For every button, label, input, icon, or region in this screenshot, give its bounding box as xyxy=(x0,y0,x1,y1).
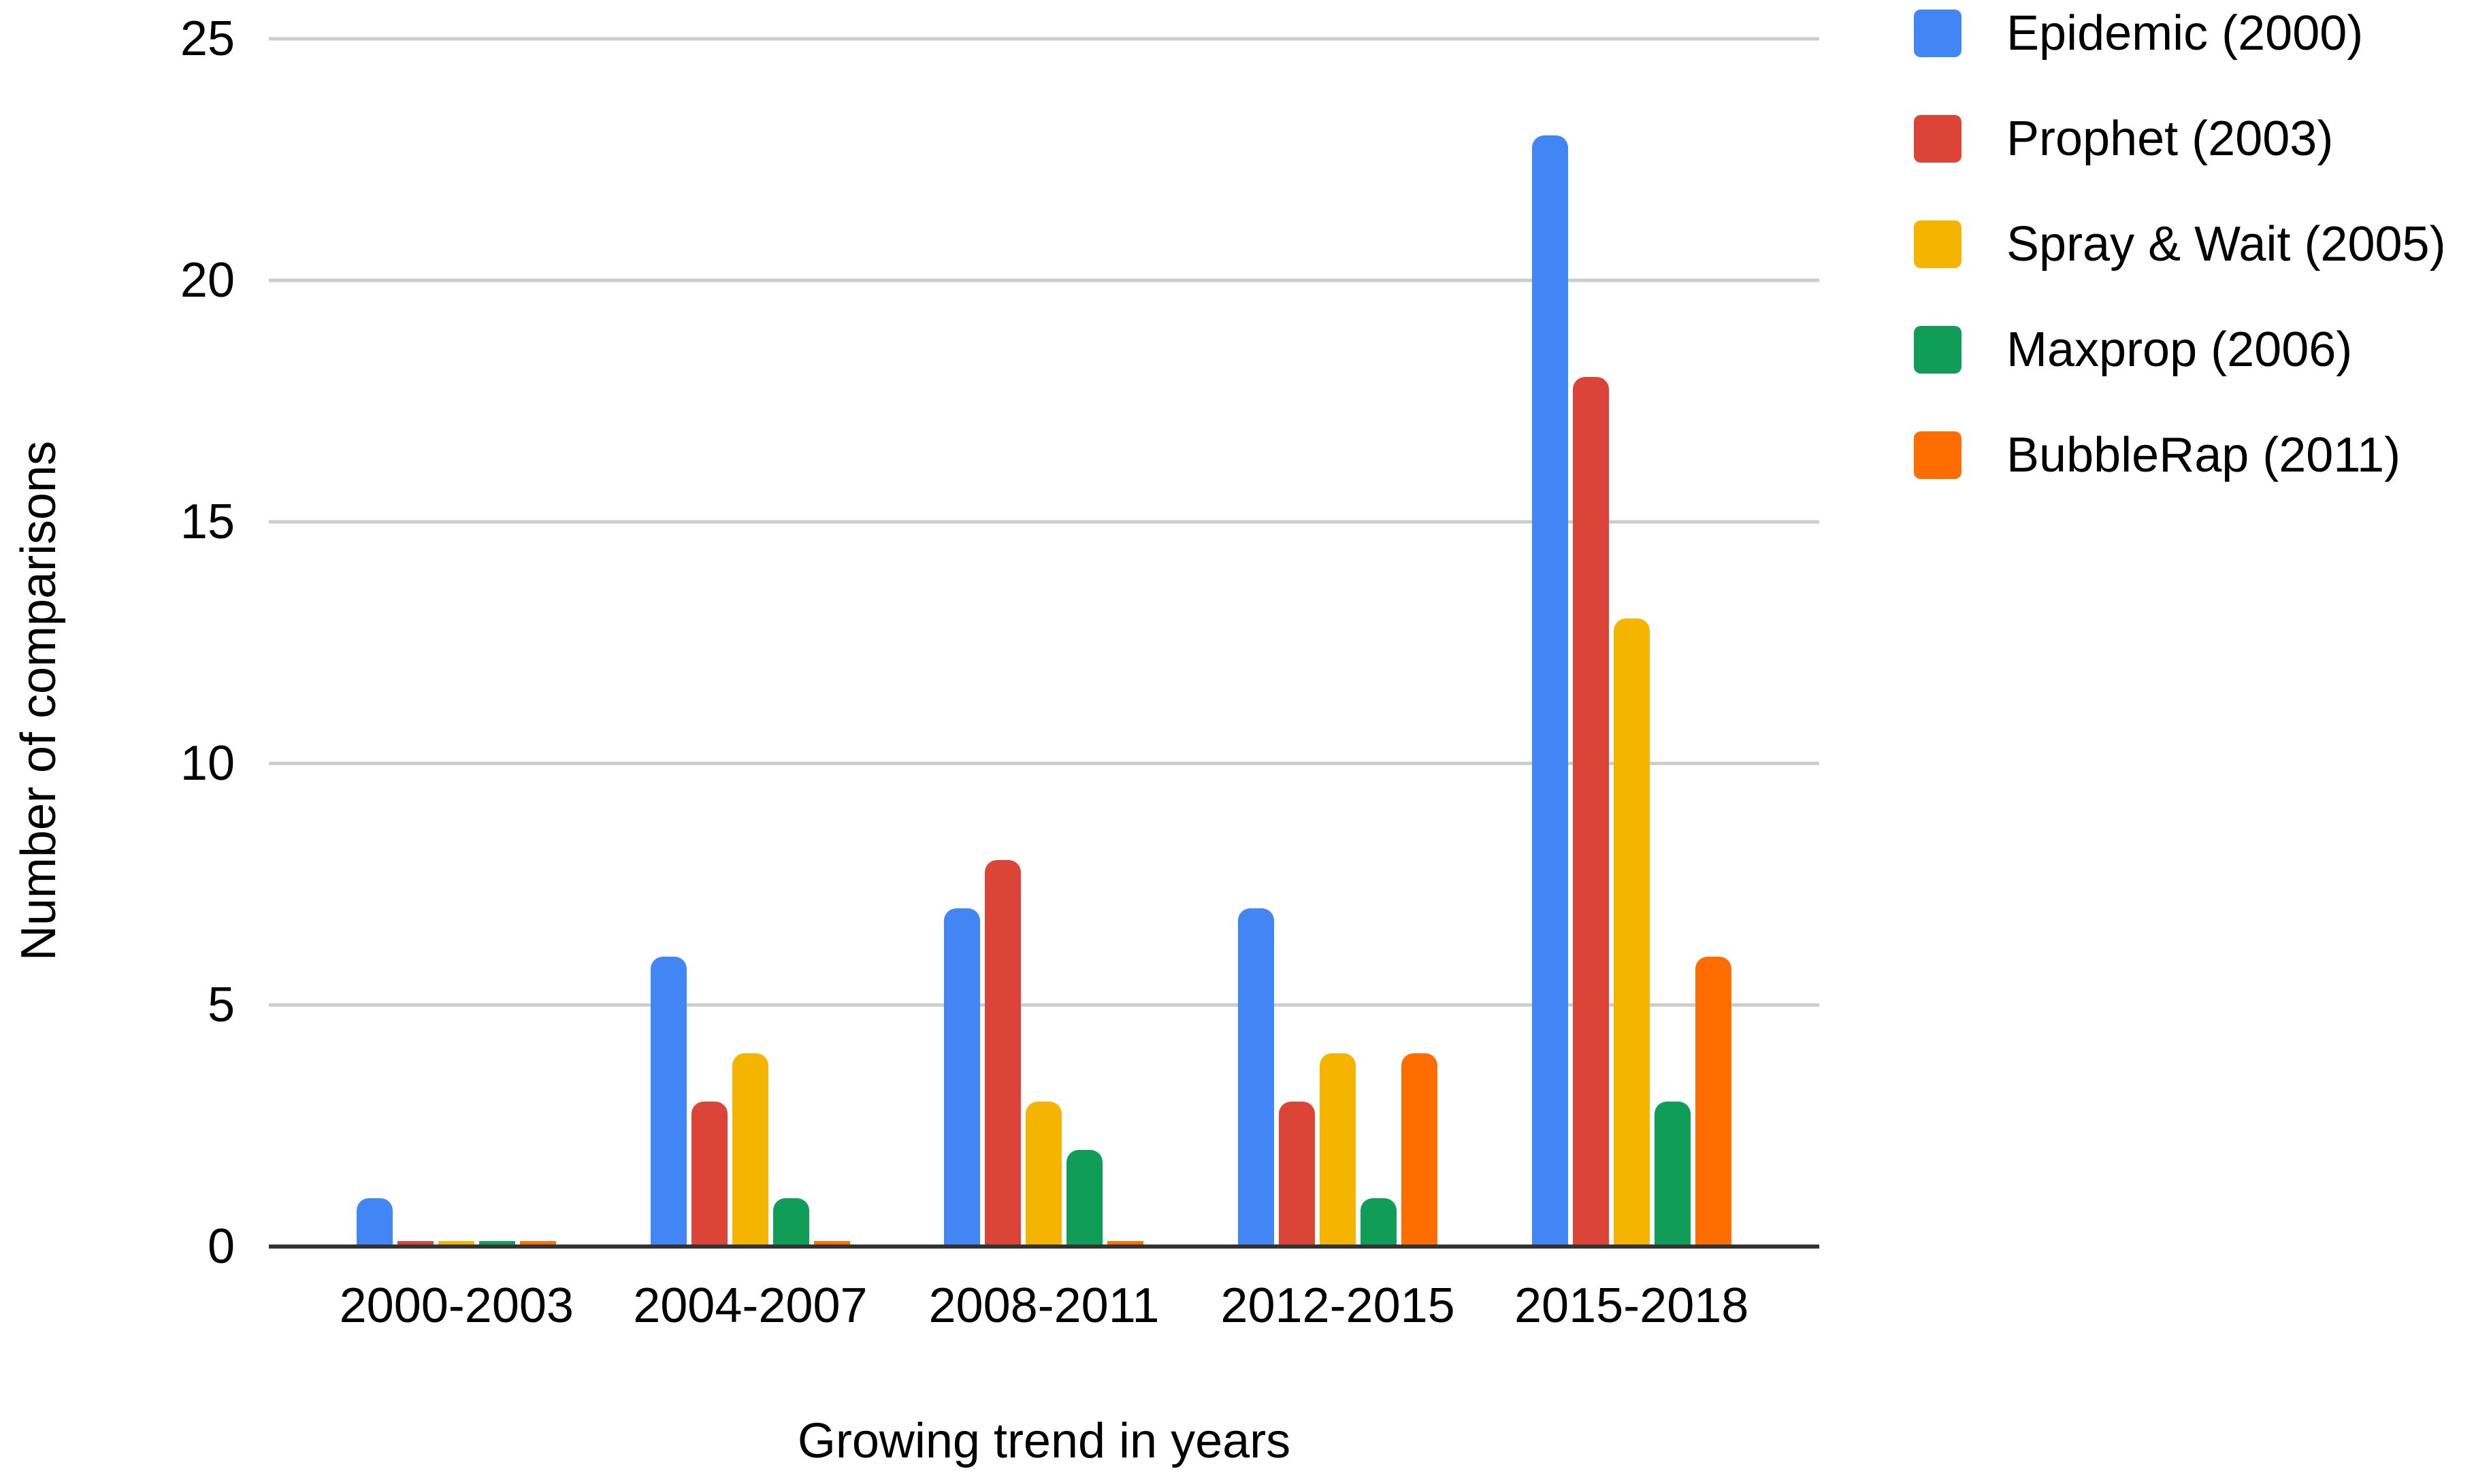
x-tick-label: 2000-2003 xyxy=(339,1279,574,1333)
legend-swatch-icon xyxy=(1914,326,1961,374)
legend-item: BubbleRap (2011) xyxy=(1914,428,2446,482)
bar xyxy=(650,957,687,1247)
y-tick-label: 0 xyxy=(207,1219,235,1274)
gridline xyxy=(269,278,1819,282)
legend-label: Epidemic (2000) xyxy=(2006,6,2364,61)
bar xyxy=(1026,1102,1062,1247)
bar xyxy=(357,1198,393,1247)
x-tick-label: 2004-2007 xyxy=(633,1279,868,1333)
bar xyxy=(732,1053,768,1247)
legend-swatch-icon xyxy=(1914,10,1961,57)
bar-group xyxy=(1191,39,1485,1247)
bar xyxy=(1572,377,1609,1247)
legend-item: Prophet (2003) xyxy=(1914,112,2446,166)
x-axis-labels: 2000-2003 2004-2007 2008-2011 2012-2015 … xyxy=(310,1277,1778,1334)
legend-label: Prophet (2003) xyxy=(2006,112,2334,166)
y-tick-label: 20 xyxy=(180,253,235,308)
y-tick-label: 15 xyxy=(180,495,235,549)
bar xyxy=(1107,1241,1144,1247)
y-tick-label: 10 xyxy=(180,736,235,791)
x-axis-title: Growing trend in years xyxy=(797,1414,1291,1468)
bar xyxy=(438,1241,475,1247)
bar xyxy=(479,1241,516,1247)
gridline xyxy=(269,1003,1819,1007)
plot-area xyxy=(269,37,1819,1249)
x-axis-line xyxy=(269,1244,1819,1249)
bar xyxy=(1695,957,1731,1247)
bar-group xyxy=(897,39,1191,1247)
bar xyxy=(1654,1102,1691,1247)
bar-group xyxy=(1484,39,1778,1247)
bar xyxy=(1613,619,1650,1247)
y-tick-label: 25 xyxy=(180,12,235,66)
bar xyxy=(397,1241,434,1247)
legend-item: Epidemic (2000) xyxy=(1914,6,2446,61)
legend-item: Spray & Wait (2005) xyxy=(1914,217,2446,271)
legend-label: Spray & Wait (2005) xyxy=(2006,217,2446,271)
legend-swatch-icon xyxy=(1914,220,1961,268)
gridline xyxy=(269,520,1819,524)
legend-swatch-icon xyxy=(1914,431,1961,479)
bar xyxy=(985,860,1022,1247)
bar-group xyxy=(310,39,604,1247)
bar xyxy=(772,1198,809,1247)
bar xyxy=(1067,1150,1103,1247)
bar xyxy=(1279,1102,1316,1247)
bar xyxy=(1531,135,1568,1247)
bar xyxy=(813,1241,850,1247)
gridline xyxy=(269,37,1819,41)
bar xyxy=(1361,1198,1397,1247)
bar xyxy=(1238,908,1275,1247)
legend-swatch-icon xyxy=(1914,115,1961,163)
bar xyxy=(944,908,981,1247)
legend-label: Maxprop (2006) xyxy=(2006,323,2353,377)
gridline xyxy=(269,761,1819,765)
y-tick-label: 5 xyxy=(207,978,235,1032)
bar xyxy=(691,1102,728,1247)
x-tick-label: 2012-2015 xyxy=(1220,1279,1455,1333)
x-tick-label: 2008-2011 xyxy=(928,1279,1160,1333)
bar-group xyxy=(604,39,898,1247)
legend-item: Maxprop (2006) xyxy=(1914,323,2446,377)
bar xyxy=(520,1241,557,1247)
legend: Epidemic (2000) Prophet (2003) Spray & W… xyxy=(1914,6,2446,482)
x-tick-label: 2015-2018 xyxy=(1514,1279,1749,1333)
bar xyxy=(1401,1053,1438,1247)
bar xyxy=(1320,1053,1356,1247)
legend-label: BubbleRap (2011) xyxy=(2006,428,2401,482)
bar-groups xyxy=(310,39,1778,1247)
